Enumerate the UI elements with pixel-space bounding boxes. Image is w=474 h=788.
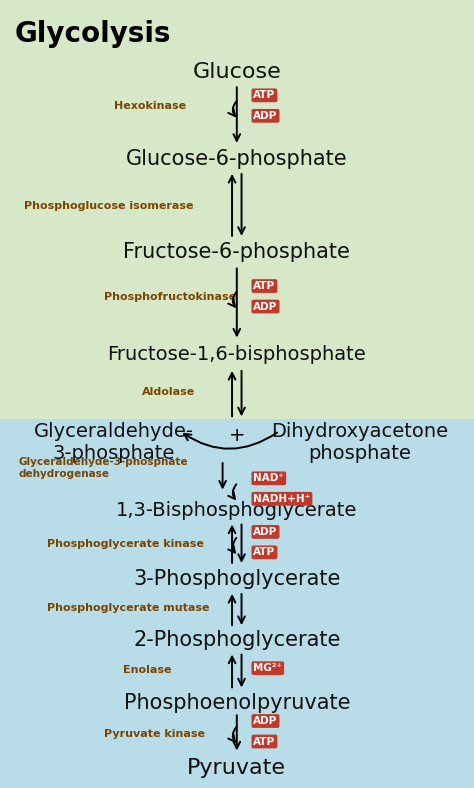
- Text: Enolase: Enolase: [123, 665, 172, 675]
- Text: 3-Phosphoglycerate: 3-Phosphoglycerate: [133, 569, 340, 589]
- Text: ADP: ADP: [254, 527, 278, 537]
- FancyArrowPatch shape: [228, 538, 237, 552]
- Text: NADH+H⁺: NADH+H⁺: [254, 494, 310, 504]
- Text: ATP: ATP: [254, 281, 275, 291]
- FancyArrowPatch shape: [228, 485, 237, 499]
- FancyArrowPatch shape: [228, 292, 237, 307]
- Text: Glucose-6-phosphate: Glucose-6-phosphate: [126, 149, 347, 169]
- Text: Fructose-6-phosphate: Fructose-6-phosphate: [123, 242, 350, 262]
- Text: Dihydroxyacetone
phosphate: Dihydroxyacetone phosphate: [272, 422, 448, 463]
- Text: Glucose: Glucose: [192, 62, 281, 83]
- Bar: [0, 0, 474, 419]
- Bar: [0, 419, 474, 788]
- Text: Pyruvate kinase: Pyruvate kinase: [104, 730, 205, 739]
- Text: ADP: ADP: [254, 716, 278, 726]
- Text: Glyceraldehyde-
3-phosphate: Glyceraldehyde- 3-phosphate: [34, 422, 194, 463]
- Text: 1,3-Bisphosphoglycerate: 1,3-Bisphosphoglycerate: [116, 501, 357, 520]
- Text: Aldolase: Aldolase: [142, 388, 195, 397]
- Text: Glyceraldehyde-3-phosphate
dehydrogenase: Glyceraldehyde-3-phosphate dehydrogenase: [19, 457, 189, 479]
- Text: 2-Phosphoglycerate: 2-Phosphoglycerate: [133, 630, 340, 650]
- Text: ATP: ATP: [254, 91, 275, 100]
- Text: Hexokinase: Hexokinase: [114, 102, 186, 111]
- Text: ADP: ADP: [254, 111, 278, 121]
- Text: Phosphoenolpyruvate: Phosphoenolpyruvate: [124, 693, 350, 713]
- FancyArrowPatch shape: [228, 102, 237, 116]
- FancyArrowPatch shape: [228, 727, 237, 742]
- Text: Glycolysis: Glycolysis: [14, 20, 171, 48]
- Text: ATP: ATP: [254, 548, 275, 557]
- Text: NAD⁺: NAD⁺: [254, 474, 284, 483]
- Text: ATP: ATP: [254, 737, 275, 746]
- Text: Fructose-1,6-bisphosphate: Fructose-1,6-bisphosphate: [108, 345, 366, 364]
- FancyArrowPatch shape: [184, 433, 277, 448]
- Text: Phosphoglucose isomerase: Phosphoglucose isomerase: [24, 201, 193, 210]
- Text: MG²⁺: MG²⁺: [254, 663, 282, 673]
- Text: Phosphoglycerate kinase: Phosphoglycerate kinase: [47, 539, 204, 548]
- Text: +: +: [228, 426, 245, 445]
- Text: Phosphofructokinase: Phosphofructokinase: [104, 292, 237, 302]
- Text: Pyruvate: Pyruvate: [187, 757, 286, 778]
- Text: Phosphoglycerate mutase: Phosphoglycerate mutase: [47, 604, 210, 613]
- Text: ADP: ADP: [254, 302, 278, 311]
